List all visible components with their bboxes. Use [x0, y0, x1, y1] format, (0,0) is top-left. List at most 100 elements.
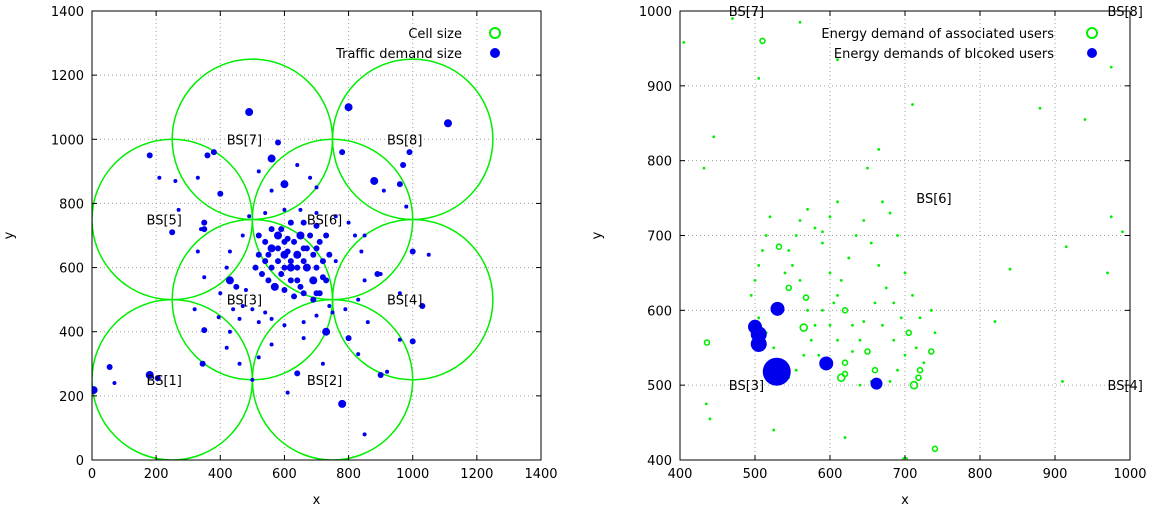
bs-label: BS[8]: [387, 133, 422, 148]
traffic-demand-point: [385, 369, 390, 374]
traffic-demand-point: [210, 149, 217, 156]
y-tick-label: 500: [647, 379, 672, 394]
y-tick-label: 0: [76, 454, 84, 469]
traffic-demand-point: [145, 371, 154, 380]
bs-label: BS[3]: [227, 294, 262, 309]
x-tick-label: 0: [88, 467, 96, 482]
associated-user-point: [772, 428, 776, 432]
associated-user-point: [841, 307, 849, 314]
traffic-demand-point: [282, 207, 287, 212]
associated-user-point: [1083, 118, 1087, 121]
associated-user-point: [798, 219, 802, 222]
associated-user-point: [993, 320, 997, 323]
traffic-demand-point: [231, 307, 236, 312]
associated-user-point: [783, 271, 787, 275]
associated-user-point: [892, 301, 896, 305]
associated-user-point: [785, 284, 793, 292]
y-tick-label: 200: [59, 390, 84, 405]
traffic-demand-point: [169, 229, 176, 236]
traffic-demand-point: [233, 283, 240, 290]
traffic-demand-point: [294, 370, 301, 377]
associated-user-point: [839, 279, 843, 282]
traffic-demand-point: [333, 259, 338, 264]
traffic-demand-point: [275, 245, 282, 252]
traffic-demand-point: [199, 360, 206, 367]
bs-label: BS[6]: [307, 213, 342, 228]
bs-label: BS[8]: [1108, 5, 1143, 20]
associated-user-point: [787, 249, 791, 252]
associated-user-point: [828, 271, 832, 275]
cell-layout-plot: 0 200 400 600 800 1000 1200 1400 0 200 400 600 800 10…: [2, 5, 558, 508]
associated-user-point: [905, 329, 913, 337]
traffic-demand-point: [157, 175, 162, 180]
associated-user-point: [854, 234, 858, 237]
associated-user-point: [836, 338, 839, 342]
traffic-demand-point: [275, 139, 282, 146]
traffic-demand-point: [218, 291, 223, 296]
legend-filled-marker: [1087, 48, 1097, 58]
associated-user-point: [896, 368, 899, 372]
associated-user-point: [791, 264, 794, 267]
associated-user-point: [864, 348, 871, 355]
traffic-demand-point: [195, 249, 200, 254]
traffic-demand-point: [280, 250, 289, 259]
associated-user-point: [806, 207, 809, 211]
associated-user-point: [899, 316, 903, 320]
traffic-demand-point: [409, 248, 416, 255]
traffic-demand-point: [291, 293, 298, 300]
traffic-demand-point: [224, 345, 229, 350]
traffic-demand-point: [263, 211, 268, 216]
traffic-demand-point: [256, 320, 261, 325]
traffic-demand-point: [333, 214, 338, 219]
traffic-demand-point: [356, 352, 361, 357]
associated-user-point: [708, 417, 712, 421]
y-tick-label: 1200: [51, 69, 84, 84]
associated-user-point: [911, 103, 914, 106]
associated-user-point: [836, 293, 839, 297]
associated-user-point: [794, 234, 798, 237]
traffic-demand-point: [314, 313, 319, 318]
traffic-demand-point: [247, 214, 252, 219]
x-tick-label: 600: [818, 467, 843, 482]
traffic-demand-point: [295, 162, 300, 167]
traffic-demand-point: [268, 226, 275, 233]
x-tick-label: 600: [272, 467, 297, 482]
bs-label: BS[4]: [1108, 379, 1143, 394]
traffic-demand-point: [404, 204, 409, 209]
associated-user-point: [1109, 65, 1113, 69]
x-tick-label: 1200: [460, 467, 493, 482]
legend-open-marker: [1086, 27, 1098, 39]
traffic-demand-point: [227, 329, 232, 334]
traffic-demand-point: [345, 335, 352, 342]
traffic-demand-point: [202, 275, 207, 280]
traffic-demand-point: [201, 327, 208, 334]
bs-label: BS[5]: [147, 213, 182, 228]
y-tick-label: 700: [647, 230, 672, 245]
plot-marks: [92, 58, 494, 460]
blocked-user-point: [819, 356, 834, 371]
traffic-demand-point: [406, 149, 413, 156]
associated-user-point: [903, 271, 907, 275]
traffic-demand-point: [287, 219, 294, 226]
traffic-demand-point: [287, 277, 294, 284]
associated-user-point: [931, 445, 939, 453]
y-tick-label: 1400: [51, 5, 84, 20]
associated-user-point: [903, 353, 907, 357]
traffic-demand-point: [314, 185, 319, 190]
energy-demand-plot: 400 500 600 700 800 900 1000 400 500 600 700 800 900…: [590, 5, 1147, 508]
x-tick-label: 1000: [396, 467, 429, 482]
associated-user-point: [929, 308, 933, 312]
traffic-demand-point: [300, 258, 307, 265]
x-tick-label: 1400: [524, 467, 557, 482]
traffic-demand-point: [352, 233, 357, 238]
associated-user-point: [1038, 106, 1042, 110]
associated-user-point: [817, 353, 821, 357]
traffic-demand-point: [338, 399, 347, 408]
associated-user-point: [851, 323, 854, 327]
traffic-demand-point: [362, 432, 367, 437]
x-tick-label: 1000: [1113, 467, 1146, 482]
associated-user-point: [836, 58, 839, 62]
traffic-demand-point: [269, 188, 274, 193]
traffic-demand-point: [278, 226, 285, 233]
associated-user-point: [799, 323, 809, 332]
